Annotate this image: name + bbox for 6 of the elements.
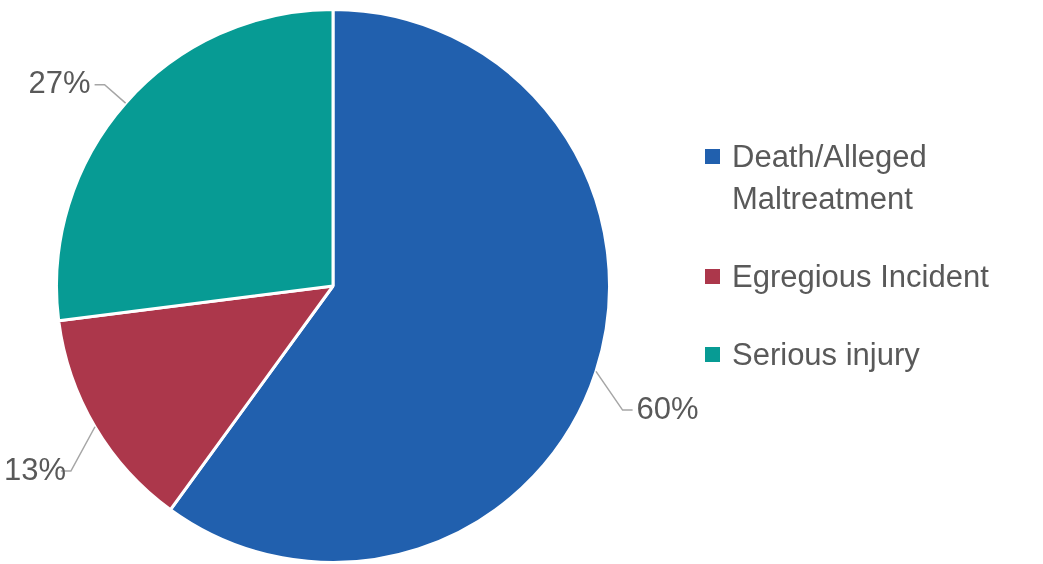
legend-label: Serious injury (732, 335, 921, 374)
data-label: 27% (28, 65, 91, 101)
data-label: 13% (4, 451, 67, 487)
legend-label: Death/Alleged Maltreatment (732, 138, 928, 218)
data-label: 60% (636, 390, 699, 426)
legend-label: Egregious Incident (732, 257, 990, 296)
